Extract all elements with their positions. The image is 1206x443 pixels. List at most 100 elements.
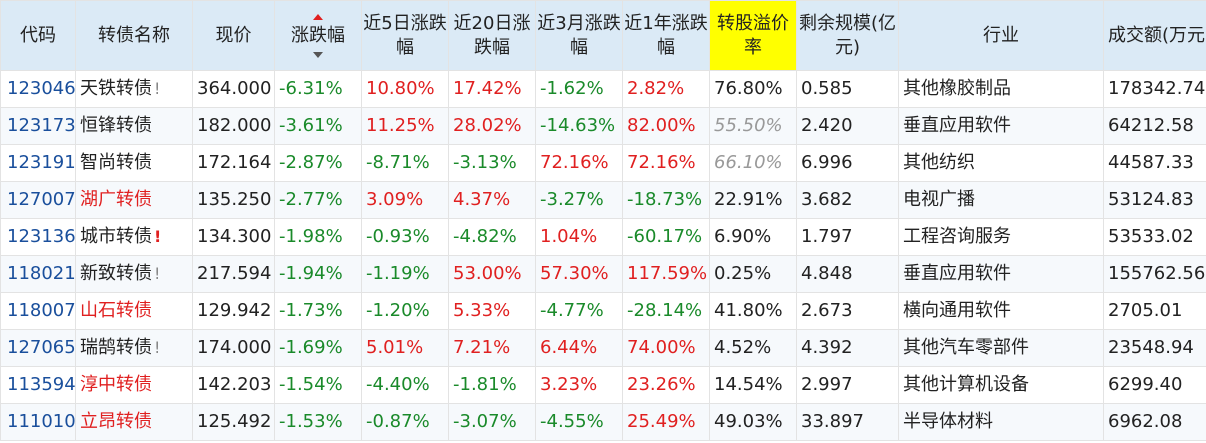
chg3m-cell: -4.55% [535,403,623,441]
volume-cell: 2705.01 [1103,292,1206,330]
remaining-cell: 3.682 [796,181,899,219]
table-row[interactable]: 113594 淳中转债 142.203 -1.54% -4.40% -1.81% 3.23%… [0,366,1206,404]
table-row[interactable]: 123191 智尚转债 172.164 -2.87% -8.71% -3.13% 72.16… [0,144,1206,182]
header-code[interactable]: 代码 [0,0,76,71]
chg3m-cell: 57.30% [535,255,623,293]
bond-name[interactable]: 天铁转债 [80,78,152,99]
bond-name-cell[interactable]: 智尚转债 [75,144,193,182]
bond-name-cell[interactable]: 城市转债! [75,218,193,256]
bond-name[interactable]: 山石转债 [80,300,152,321]
volume-cell: 23548.94 [1103,329,1206,367]
chg1y-cell: -60.17% [622,218,710,256]
chg20d-cell: 28.02% [448,107,536,145]
table-row[interactable]: 123173 恒锋转债 182.000 -3.61% 11.25% 28.02% -14.6… [0,107,1206,145]
bond-code-link[interactable]: 118007 [0,292,76,330]
header-change[interactable]: 涨跌幅 [274,0,362,71]
price-cell: 129.942 [192,292,275,330]
bond-code-link[interactable]: 123136 [0,218,76,256]
warning-flag-icon: ! [154,338,161,357]
bond-name[interactable]: 湖广转债 [80,189,152,210]
bond-name[interactable]: 瑞鹄转债 [80,337,152,358]
table-row[interactable]: 123046 天铁转债! 364.000 -6.31% 10.80% 17.42% -1.6… [0,70,1206,108]
header-chg1y[interactable]: 近1年涨跌幅 [622,0,710,71]
table-row[interactable]: 127065 瑞鹄转债! 174.000 -1.69% 5.01% 7.21% 6.44% 7… [0,329,1206,367]
warning-flag-icon: ! [154,227,162,246]
industry-cell: 垂直应用软件 [898,107,1104,145]
bond-name-cell[interactable]: 恒锋转债 [75,107,193,145]
premium-cell: 76.80% [709,70,797,108]
header-name[interactable]: 转债名称 [75,0,193,71]
chg3m-cell: 6.44% [535,329,623,367]
bond-name[interactable]: 恒锋转债 [80,115,152,136]
chg20d-cell: 5.33% [448,292,536,330]
price-cell: 125.492 [192,403,275,441]
sort-down-icon [313,51,323,58]
bond-name-cell[interactable]: 立昂转债 [75,403,193,441]
chg20d-cell: 53.00% [448,255,536,293]
table-row[interactable]: 127007 湖广转债 135.250 -2.77% 3.09% 4.37% -3.27% -… [0,181,1206,219]
header-industry[interactable]: 行业 [898,0,1104,71]
chg5d-cell: -0.93% [361,218,449,256]
chg1y-cell: -28.14% [622,292,710,330]
table-header-row: 代码 转债名称 现价 涨跌幅 近5日涨跌幅 近20日涨跌幅 近3月涨跌幅 近1年… [0,0,1206,71]
price-cell: 142.203 [192,366,275,404]
chg5d-cell: 3.09% [361,181,449,219]
change-cell: -1.53% [274,403,362,441]
header-chg5d[interactable]: 近5日涨跌幅 [361,0,449,71]
bond-name[interactable]: 淳中转债 [80,374,152,395]
bond-code-link[interactable]: 111010 [0,403,76,441]
change-cell: -1.73% [274,292,362,330]
bond-name-cell[interactable]: 新致转债! [75,255,193,293]
chg5d-cell: 10.80% [361,70,449,108]
table-row[interactable]: 118021 新致转债! 217.594 -1.94% -1.19% 53.00% 57.3… [0,255,1206,293]
header-chg3m[interactable]: 近3月涨跌幅 [535,0,623,71]
bond-name[interactable]: 智尚转债 [80,152,152,173]
remaining-cell: 33.897 [796,403,899,441]
bond-code-link[interactable]: 113594 [0,366,76,404]
volume-cell: 155762.56 [1103,255,1206,293]
industry-cell: 其他汽车零部件 [898,329,1104,367]
header-premium[interactable]: 转股溢价率 [709,0,797,71]
chg1y-cell: 72.16% [622,144,710,182]
header-chg20d[interactable]: 近20日涨跌幅 [448,0,536,71]
header-change-label: 涨跌幅 [291,24,345,46]
chg20d-cell: 17.42% [448,70,536,108]
header-price[interactable]: 现价 [192,0,275,71]
bond-code-link[interactable]: 118021 [0,255,76,293]
chg1y-cell: 2.82% [622,70,710,108]
bond-name[interactable]: 新致转债 [80,263,152,284]
bond-name[interactable]: 立昂转债 [80,411,152,432]
price-cell: 134.300 [192,218,275,256]
change-cell: -2.77% [274,181,362,219]
chg20d-cell: 7.21% [448,329,536,367]
industry-cell: 半导体材料 [898,403,1104,441]
change-cell: -1.69% [274,329,362,367]
bond-name-cell[interactable]: 淳中转债 [75,366,193,404]
chg5d-cell: -8.71% [361,144,449,182]
price-cell: 364.000 [192,70,275,108]
header-remaining[interactable]: 剩余规模(亿元) [796,0,899,71]
table-row[interactable]: 118007 山石转债 129.942 -1.73% -1.20% 5.33% -4.77%… [0,292,1206,330]
remaining-cell: 2.997 [796,366,899,404]
chg1y-cell: 25.49% [622,403,710,441]
bond-name-cell[interactable]: 山石转债 [75,292,193,330]
chg20d-cell: -3.13% [448,144,536,182]
bond-code-link[interactable]: 127007 [0,181,76,219]
bond-name-cell[interactable]: 天铁转债! [75,70,193,108]
bond-name-cell[interactable]: 湖广转债 [75,181,193,219]
table-row[interactable]: 111010 立昂转债 125.492 -1.53% -0.87% -3.07% -4.55… [0,403,1206,441]
chg3m-cell: -14.63% [535,107,623,145]
sort-indicator: 涨跌幅 [291,13,345,58]
industry-cell: 垂直应用软件 [898,255,1104,293]
bond-code-link[interactable]: 127065 [0,329,76,367]
header-volume[interactable]: 成交额(万元) [1103,0,1206,71]
price-cell: 182.000 [192,107,275,145]
table-row[interactable]: 123136 城市转债! 134.300 -1.98% -0.93% -4.82% 1.04… [0,218,1206,256]
chg3m-cell: 1.04% [535,218,623,256]
bond-code-link[interactable]: 123173 [0,107,76,145]
bond-name[interactable]: 城市转债 [80,226,152,247]
bond-code-link[interactable]: 123046 [0,70,76,108]
bond-code-link[interactable]: 123191 [0,144,76,182]
price-cell: 135.250 [192,181,275,219]
bond-name-cell[interactable]: 瑞鹄转债! [75,329,193,367]
